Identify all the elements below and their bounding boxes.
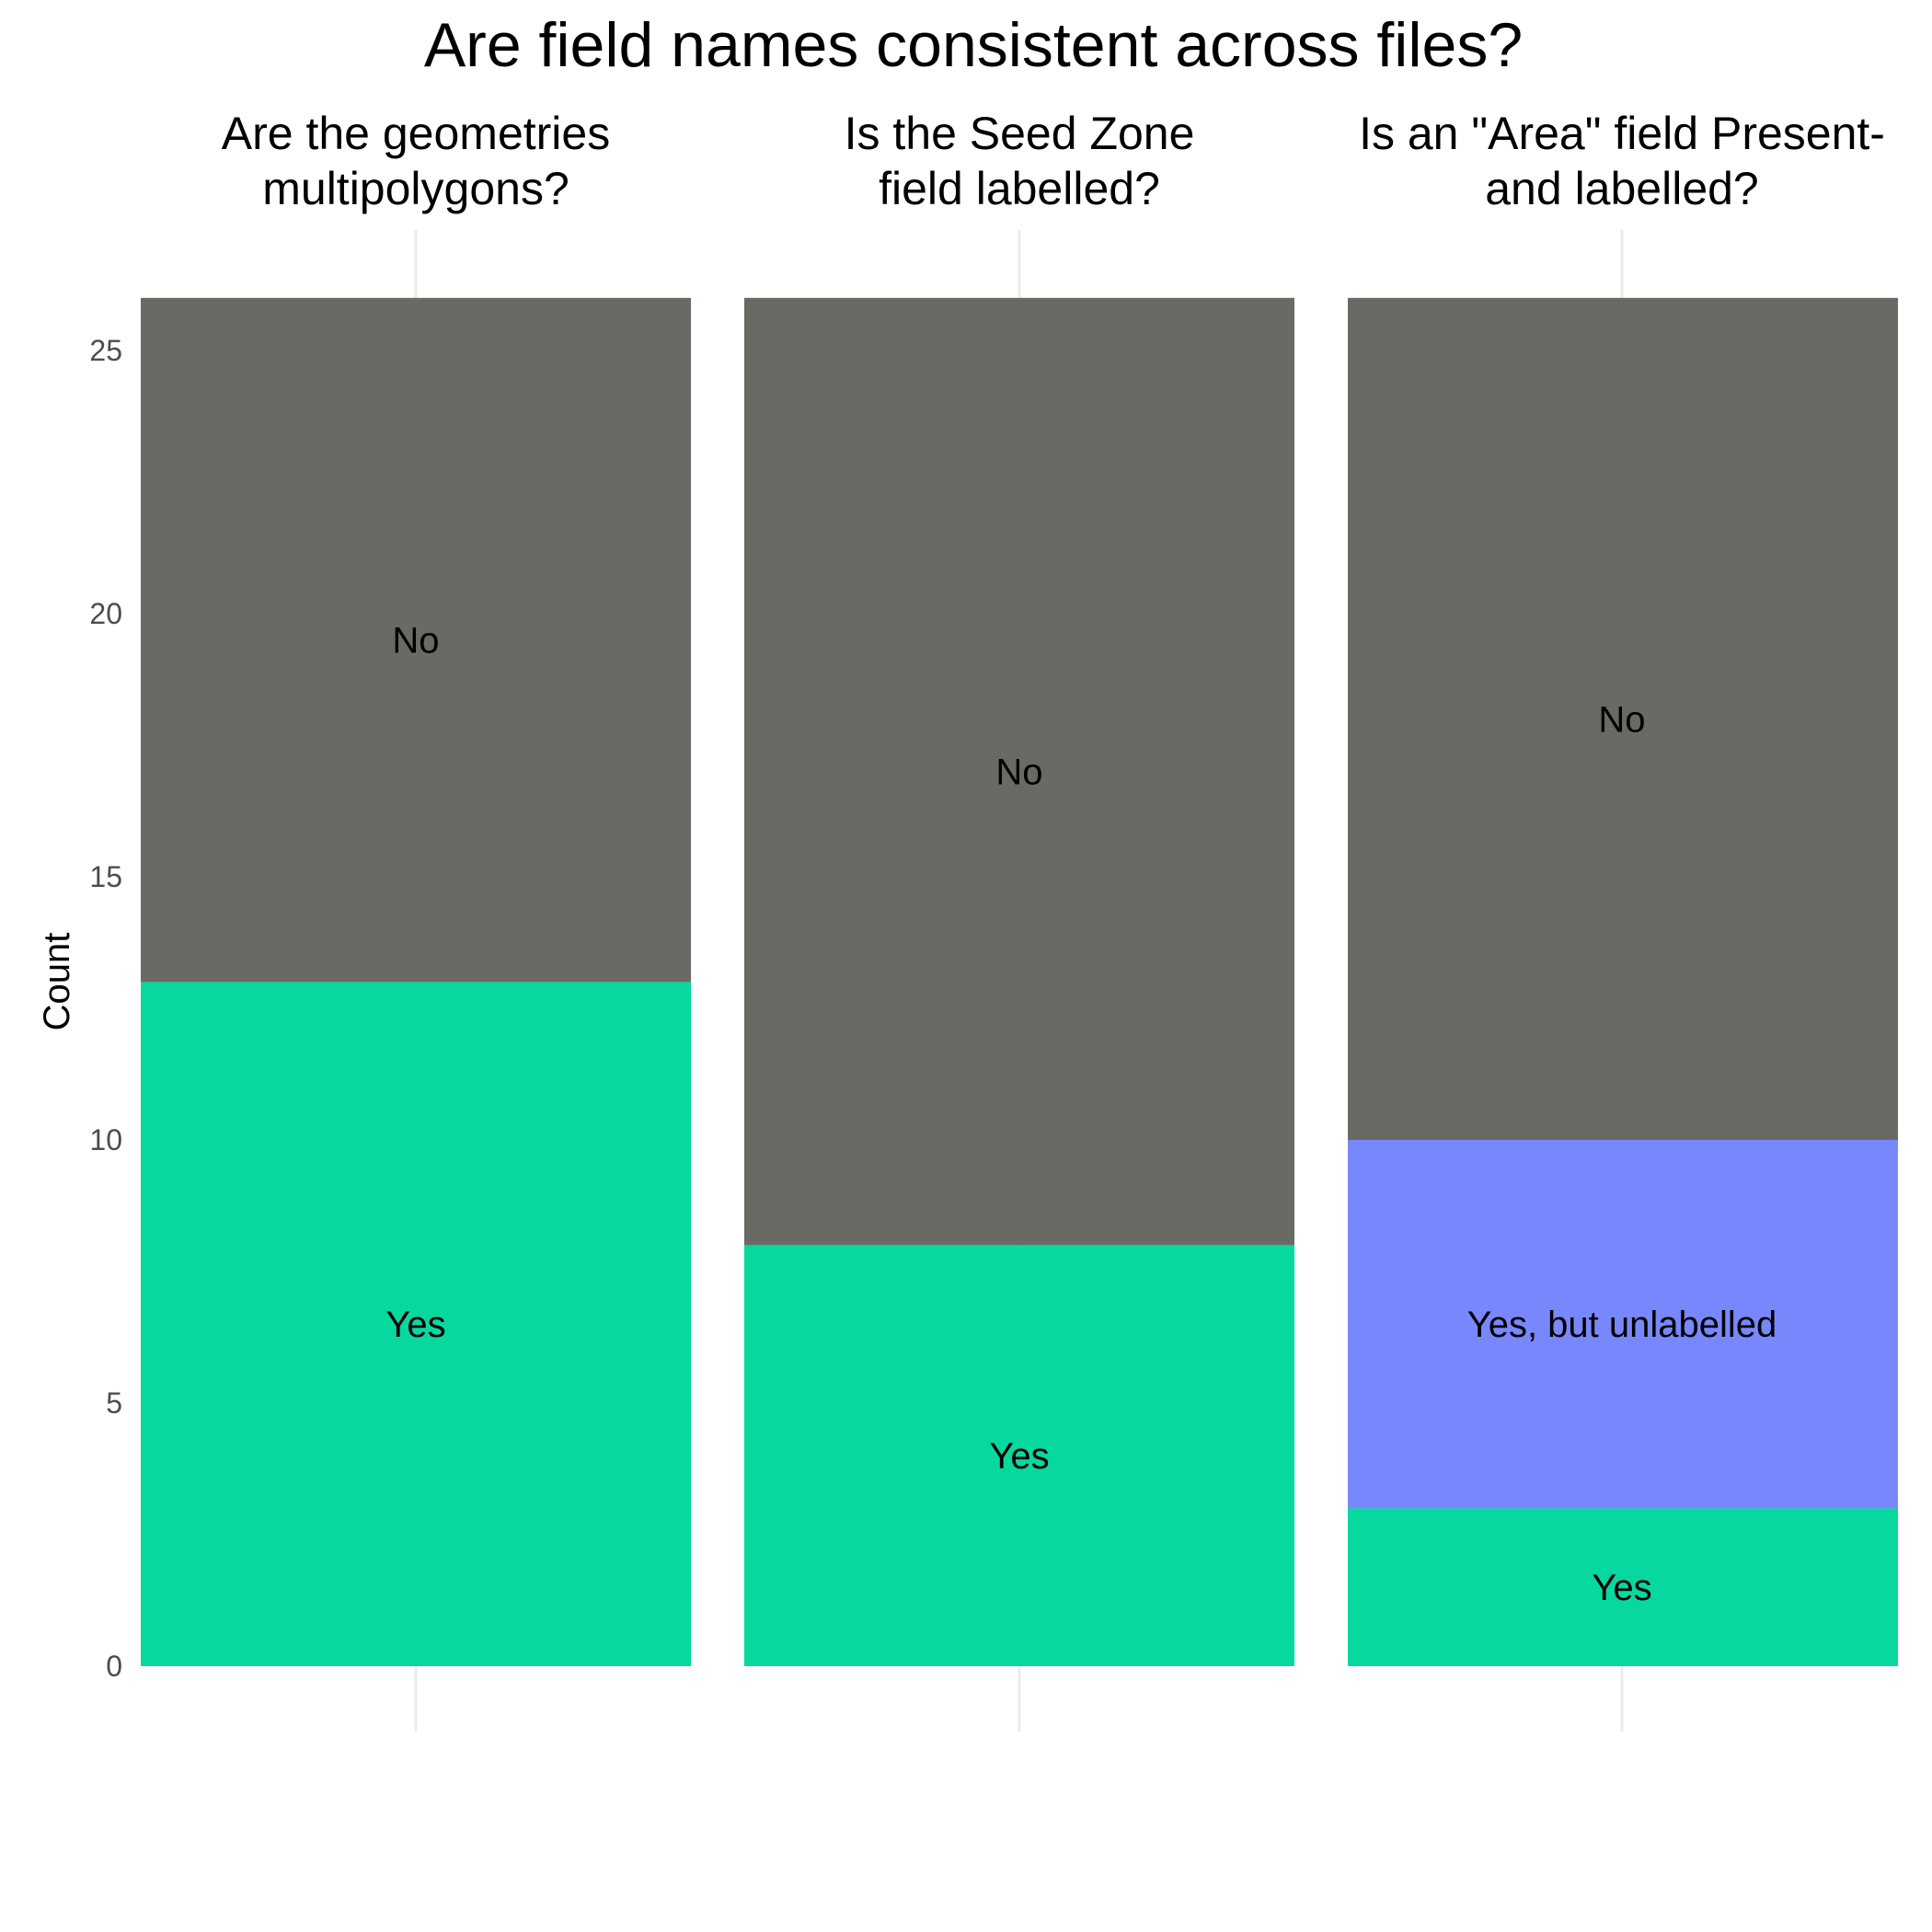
bar-segment [744,1245,1294,1666]
facet-panel: Is an "Area" field Present-and labelled?… [1348,108,1898,1731]
y-tick-label: 20 [89,597,122,630]
bar-segment [744,297,1294,1246]
facet-title: Is the Seed Zone [845,108,1195,159]
bar-label: Yes [989,1436,1049,1477]
y-tick-label: 15 [89,860,122,893]
chart-title: Are field names consistent across files? [424,10,1523,80]
bar-segment [141,982,691,1666]
y-tick-label: 25 [89,334,122,367]
bar-label: No [392,621,439,661]
y-tick-label: 10 [89,1123,122,1156]
bar-label: Yes, but unlabelled [1467,1305,1777,1345]
bar-segment [1348,1140,1898,1509]
facets: Are the geometriesmultipolygons?YesNoIs … [141,108,1898,1731]
bar-segment [1348,1508,1898,1666]
bar-label: No [1598,699,1645,740]
facet-title: Is an "Area" field Present- [1359,108,1885,159]
facet-title: and labelled? [1485,163,1759,214]
y-axis-label: Count [37,933,77,1031]
facet-title: field labelled? [879,163,1160,214]
y-tick-label: 5 [106,1386,122,1420]
y-tick-label: 0 [106,1650,122,1683]
bar-label: Yes [385,1305,445,1345]
y-axis-ticks: 0 5 10 15 20 25 [89,334,122,1683]
bar-segment [1348,297,1898,1140]
bar-segment [141,297,691,983]
bar-label: No [995,753,1042,793]
bar-label: Yes [1592,1568,1651,1608]
facet-title: multipolygons? [262,163,569,214]
facet-title: Are the geometries [222,108,610,159]
